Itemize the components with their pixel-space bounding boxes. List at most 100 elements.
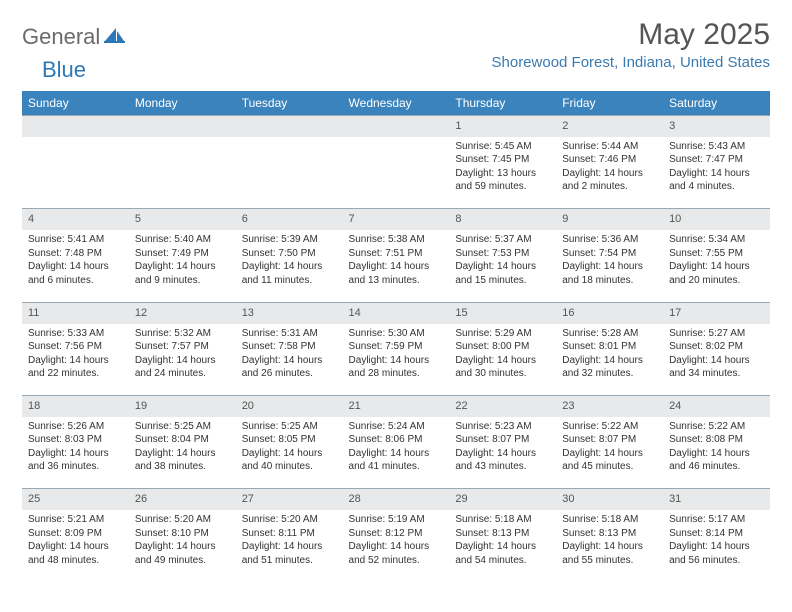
sunrise-line: Sunrise: 5:34 AM: [669, 233, 764, 247]
sunrise-line: Sunrise: 5:25 AM: [242, 420, 337, 434]
day-content-cell: Sunrise: 5:22 AMSunset: 8:07 PMDaylight:…: [556, 417, 663, 489]
day-number-cell: 30: [556, 489, 663, 510]
sunrise-line: Sunrise: 5:19 AM: [349, 513, 444, 527]
sunset-line: Sunset: 8:02 PM: [669, 340, 764, 354]
sunrise-line: Sunrise: 5:40 AM: [135, 233, 230, 247]
sunrise-line: Sunrise: 5:22 AM: [562, 420, 657, 434]
day-number-cell: 22: [449, 396, 556, 417]
sunrise-line: Sunrise: 5:27 AM: [669, 327, 764, 341]
daylight-line: Daylight: 14 hours and 41 minutes.: [349, 447, 444, 474]
day-content-cell: Sunrise: 5:27 AMSunset: 8:02 PMDaylight:…: [663, 324, 770, 396]
daylight-line: Daylight: 14 hours and 36 minutes.: [28, 447, 123, 474]
day-number-cell: 19: [129, 396, 236, 417]
sunrise-line: Sunrise: 5:29 AM: [455, 327, 550, 341]
sunset-line: Sunset: 8:00 PM: [455, 340, 550, 354]
sunset-line: Sunset: 7:45 PM: [455, 153, 550, 167]
day-content-cell: Sunrise: 5:30 AMSunset: 7:59 PMDaylight:…: [343, 324, 450, 396]
sunset-line: Sunset: 8:12 PM: [349, 527, 444, 541]
day-number-cell: 27: [236, 489, 343, 510]
sunset-line: Sunset: 7:57 PM: [135, 340, 230, 354]
day-number-cell: 12: [129, 302, 236, 323]
day-content-cell: Sunrise: 5:17 AMSunset: 8:14 PMDaylight:…: [663, 510, 770, 582]
day-number-cell: 20: [236, 396, 343, 417]
sunrise-line: Sunrise: 5:21 AM: [28, 513, 123, 527]
sunset-line: Sunset: 8:14 PM: [669, 527, 764, 541]
day-content-cell: [22, 137, 129, 209]
day-number-cell: [129, 116, 236, 137]
sunrise-line: Sunrise: 5:31 AM: [242, 327, 337, 341]
brand-text-blue: Blue: [42, 57, 86, 83]
daylight-line: Daylight: 14 hours and 32 minutes.: [562, 354, 657, 381]
sunrise-line: Sunrise: 5:45 AM: [455, 140, 550, 154]
day-content-cell: Sunrise: 5:36 AMSunset: 7:54 PMDaylight:…: [556, 230, 663, 302]
sunrise-line: Sunrise: 5:41 AM: [28, 233, 123, 247]
sunrise-line: Sunrise: 5:32 AM: [135, 327, 230, 341]
day-content-cell: Sunrise: 5:18 AMSunset: 8:13 PMDaylight:…: [449, 510, 556, 582]
day-number-cell: 31: [663, 489, 770, 510]
brand-logo: General: [22, 24, 128, 50]
daylight-line: Daylight: 14 hours and 2 minutes.: [562, 167, 657, 194]
sunset-line: Sunset: 8:13 PM: [455, 527, 550, 541]
weekday-header: Thursday: [449, 91, 556, 116]
sunrise-line: Sunrise: 5:39 AM: [242, 233, 337, 247]
day-content-row: Sunrise: 5:21 AMSunset: 8:09 PM Daylight:…: [22, 510, 770, 582]
weekday-header: Monday: [129, 91, 236, 116]
day-number-cell: 10: [663, 209, 770, 230]
weekday-header: Friday: [556, 91, 663, 116]
sunrise-line: Sunrise: 5:44 AM: [562, 140, 657, 154]
sunset-line: Sunset: 7:49 PM: [135, 247, 230, 261]
day-number-cell: [22, 116, 129, 137]
sunset-line: Sunset: 8:05 PM: [242, 433, 337, 447]
day-content-cell: [343, 137, 450, 209]
day-content-row: Sunrise: 5:26 AMSunset: 8:03 PMDaylight:…: [22, 417, 770, 489]
day-number-cell: 25: [22, 489, 129, 510]
daylight-line: Daylight: 14 hours and 46 minutes.: [669, 447, 764, 474]
day-number-cell: 4: [22, 209, 129, 230]
day-number-row: 123: [22, 116, 770, 137]
sunset-line: Sunset: 7:47 PM: [669, 153, 764, 167]
sunset-line: Sunset: 8:09 PM: [28, 527, 123, 541]
sunset-line: Sunset: 7:51 PM: [349, 247, 444, 261]
day-number-cell: 15: [449, 302, 556, 323]
day-number-row: 45678910: [22, 209, 770, 230]
day-number-row: 25262728293031: [22, 489, 770, 510]
weekday-header: Saturday: [663, 91, 770, 116]
sunrise-line: Sunrise: 5:36 AM: [562, 233, 657, 247]
sunset-line: Sunset: 8:03 PM: [28, 433, 123, 447]
brand-text-general: General: [22, 24, 100, 50]
daylight-line: Daylight: 14 hours and 51 minutes.: [242, 540, 337, 567]
sunset-line: Sunset: 8:01 PM: [562, 340, 657, 354]
sunrise-line: Sunrise: 5:18 AM: [562, 513, 657, 527]
day-number-row: 11121314151617: [22, 302, 770, 323]
day-content-cell: Sunrise: 5:26 AMSunset: 8:03 PMDaylight:…: [22, 417, 129, 489]
sunset-line: Sunset: 8:08 PM: [669, 433, 764, 447]
sunset-line: Sunset: 7:55 PM: [669, 247, 764, 261]
sunrise-line: Sunrise: 5:17 AM: [669, 513, 764, 527]
day-content-cell: Sunrise: 5:45 AMSunset: 7:45 PMDaylight:…: [449, 137, 556, 209]
day-content-row: Sunrise: 5:33 AMSunset: 7:56 PMDaylight:…: [22, 324, 770, 396]
sunrise-line: Sunrise: 5:25 AM: [135, 420, 230, 434]
weekday-header-row: Sunday Monday Tuesday Wednesday Thursday…: [22, 91, 770, 116]
day-content-cell: [236, 137, 343, 209]
daylight-line: Daylight: 14 hours and 22 minutes.: [28, 354, 123, 381]
day-content-cell: Sunrise: 5:20 AMSunset: 8:10 PMDaylight:…: [129, 510, 236, 582]
day-content-cell: Sunrise: 5:32 AMSunset: 7:57 PMDaylight:…: [129, 324, 236, 396]
calendar-body: 123Sunrise: 5:45 AMSunset: 7:45 PMDaylig…: [22, 116, 770, 583]
day-number-cell: 24: [663, 396, 770, 417]
daylight-line: Daylight: 14 hours and 18 minutes.: [562, 260, 657, 287]
daylight-line: Daylight: 14 hours and 54 minutes.: [455, 540, 550, 567]
day-number-cell: 14: [343, 302, 450, 323]
sunset-line: Sunset: 7:53 PM: [455, 247, 550, 261]
daylight-line: Daylight: 14 hours and 11 minutes.: [242, 260, 337, 287]
day-number-cell: [236, 116, 343, 137]
sunset-line: Sunset: 7:46 PM: [562, 153, 657, 167]
month-title: May 2025: [492, 18, 771, 52]
day-content-cell: Sunrise: 5:38 AMSunset: 7:51 PMDaylight:…: [343, 230, 450, 302]
day-number-cell: 9: [556, 209, 663, 230]
day-content-cell: Sunrise: 5:39 AMSunset: 7:50 PMDaylight:…: [236, 230, 343, 302]
day-content-cell: Sunrise: 5:24 AMSunset: 8:06 PMDaylight:…: [343, 417, 450, 489]
day-content-cell: Sunrise: 5:28 AMSunset: 8:01 PMDaylight:…: [556, 324, 663, 396]
sunset-line: Sunset: 7:59 PM: [349, 340, 444, 354]
day-content-cell: Sunrise: 5:23 AMSunset: 8:07 PMDaylight:…: [449, 417, 556, 489]
sunset-line: Sunset: 8:11 PM: [242, 527, 337, 541]
